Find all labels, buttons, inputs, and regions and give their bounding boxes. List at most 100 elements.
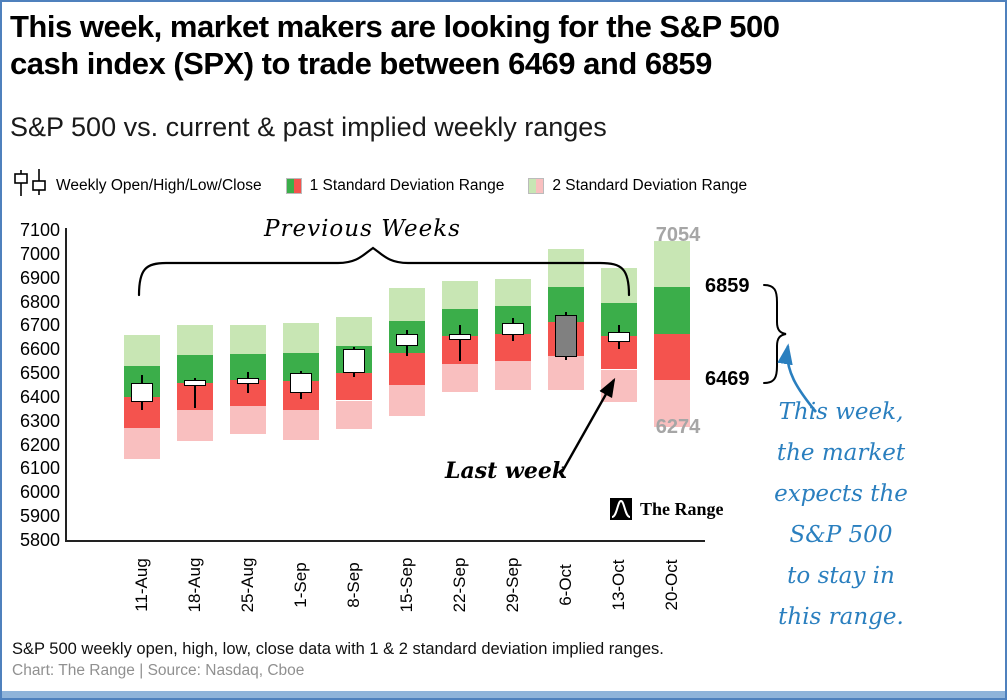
range-2sd-lower [336,400,372,430]
y-tick-label: 6000 [19,482,60,503]
the-range-logo-text: The Range [640,498,724,519]
candle-body [131,382,153,402]
x-tick-label: 20-Oct [662,559,681,611]
page-title-line1: This week, market makers are looking for… [10,9,780,44]
x-axis-line [65,540,705,542]
range-1sd-lower [389,352,425,385]
range-2sd-lower [442,363,478,393]
range-2sd-lower [548,356,584,390]
candle-body [555,315,577,357]
y-tick-label: 6700 [19,315,60,336]
legend-1sd-swatch [285,177,302,194]
footer-description: S&P 500 weekly open, high, low, close da… [12,640,664,658]
range-1sd-lower [654,333,690,381]
range-2sd-lower [654,380,690,427]
legend-candles-label: Weekly Open/High/Low/Close [56,176,262,194]
chart-legend: Weekly Open/High/Low/Close 1 Standard De… [12,168,763,203]
candle-body [343,349,365,373]
this-week-note-line: This week, [778,399,904,425]
candle-body [290,373,312,394]
the-range-logo: The Range [608,496,724,522]
this-week-note-line: expects the [774,481,908,507]
x-tick-label: 6-Oct [556,564,575,606]
lower-1sd-level-label: 6469 [705,368,750,390]
x-tick-label: 11-Aug [132,558,151,612]
range-1sd-upper [654,287,690,334]
legend-2sd-label: 2 Standard Deviation Range [552,176,748,194]
candle-body [449,333,471,341]
y-axis-line [65,228,67,542]
y-tick-label: 7100 [19,220,60,240]
candle-wick [459,325,461,362]
upper-2sd-level-label: 7054 [655,224,701,246]
y-tick-label: 6300 [19,410,60,431]
candle-wick [194,377,196,408]
y-tick-label: 6500 [19,363,60,384]
this-week-note-line: to stay in [787,563,895,589]
page-title: This week, market makers are looking for… [10,8,780,82]
range-2sd-lower [177,410,213,442]
y-tick-label: 6800 [19,291,60,312]
range-2sd-upper [601,268,637,303]
x-tick-label: 13-Oct [609,559,628,611]
page-title-line2: cash index (SPX) to trade between 6469 a… [10,46,712,81]
candlestick-icon [12,168,48,203]
previous-weeks-annotation: Previous Weeks [264,216,461,242]
y-tick-label: 6900 [19,267,60,288]
x-tick-label: 1-Sep [291,562,310,608]
candle-body [184,380,206,387]
y-tick-label: 7000 [19,243,60,264]
range-2sd-lower [230,406,266,434]
bottom-accent-strip [2,691,1005,698]
range-2sd-upper [654,240,690,288]
range-2sd-upper [283,323,319,353]
range-2sd-upper [548,249,584,288]
x-tick-label: 29-Sep [503,557,522,613]
legend-2sd-swatch [528,177,545,194]
range-2sd-lower [389,385,425,416]
range-2sd-upper [389,288,425,321]
range-2sd-upper [336,317,372,346]
range-2sd-lower [601,369,637,402]
y-tick-label: 5800 [19,530,60,550]
candle-body [608,332,630,343]
y-tick-label: 6100 [19,458,60,479]
the-range-logo-icon [608,496,634,522]
y-tick-label: 6400 [19,386,60,407]
range-2sd-lower [495,361,531,390]
y-tick-label: 6600 [19,339,60,360]
plot-area [67,230,702,540]
y-tick-label: 6200 [19,434,60,455]
range-2sd-lower [283,410,319,440]
range-2sd-upper [442,281,478,309]
x-tick-label: 18-Aug [185,557,204,613]
y-axis: 5800 5900 6000 6100 6200 6300 6400 6500 6600 6700… [8,220,60,550]
candle-body [237,377,259,384]
this-week-note: This week, the market expects the S&P 50… [760,392,922,638]
range-2sd-upper [495,278,531,307]
x-tick-label: 22-Sep [450,557,469,613]
range-1sd-lower [336,373,372,401]
candle-body [396,334,418,346]
footer-source: Chart: The Range | Source: Nasdaq, Cboe [12,662,305,679]
x-tick-label: 15-Sep [397,557,416,613]
range-2sd-lower [124,427,160,459]
last-week-annotation: Last week [445,458,568,484]
candle-body [502,322,524,335]
x-tick-label: 25-Aug [238,557,257,613]
this-week-note-line: the market [776,440,906,466]
this-week-note-line: S&P 500 [789,522,893,548]
x-tick-label: 8-Sep [344,562,363,608]
range-2sd-upper [124,334,160,366]
range-2sd-upper [230,325,266,354]
legend-1sd-label: 1 Standard Deviation Range [309,176,505,194]
y-tick-label: 5900 [19,506,60,527]
chart-subtitle: S&P 500 vs. current & past implied weekl… [10,112,607,142]
lower-2sd-level-label: 6274 [655,416,701,438]
range-2sd-upper [177,325,213,356]
x-axis: 11-Aug 18-Aug 25-Aug 1-Sep 8-Sep 15-Sep 22-Sep… [67,541,702,631]
upper-1sd-level-label: 6859 [705,275,750,297]
range-brace [763,284,787,384]
this-week-note-line: this range. [778,604,904,630]
